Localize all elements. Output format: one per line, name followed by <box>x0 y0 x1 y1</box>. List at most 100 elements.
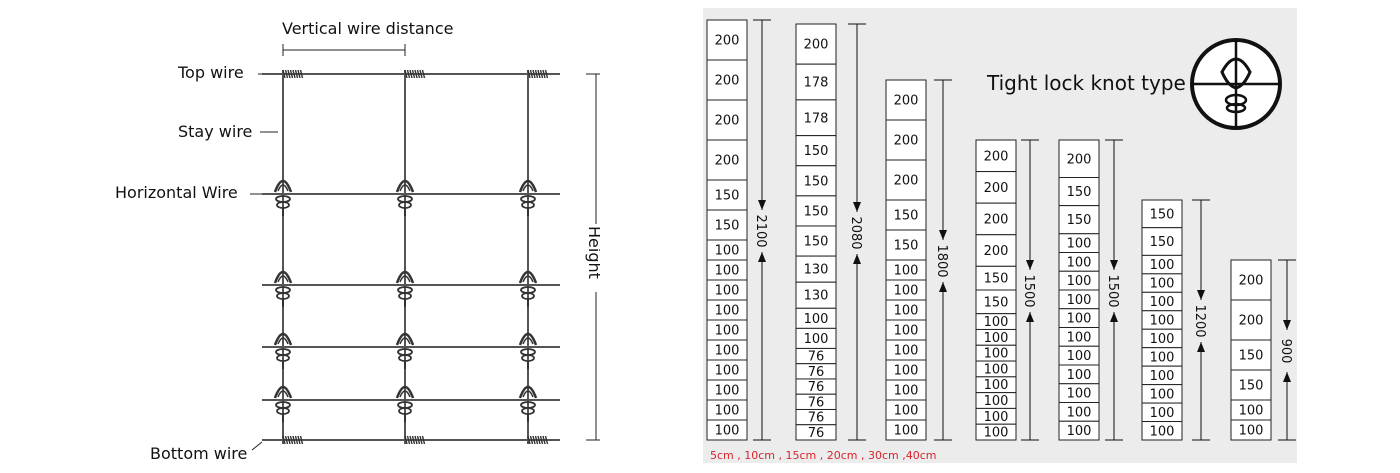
spacing-value: 100 <box>1150 369 1175 384</box>
wire-wrap <box>282 69 304 79</box>
spacing-cell <box>795 63 837 101</box>
spacing-value: 200 <box>715 114 740 129</box>
spacing-value: 100 <box>715 244 740 259</box>
spacing-value: 200 <box>894 94 919 109</box>
spacing-cell <box>706 419 748 441</box>
dimension-arrow-up <box>1283 372 1291 382</box>
dimension-arrow-down <box>853 202 861 212</box>
spacing-value: 150 <box>804 174 829 189</box>
dimension-arrow-up <box>939 282 947 292</box>
spacing-value: 150 <box>1067 213 1092 228</box>
spacing-value: 76 <box>808 426 825 441</box>
spacing-value: 150 <box>984 295 1009 310</box>
spacing-value: 200 <box>1239 274 1264 289</box>
spacing-value: 100 <box>1067 274 1092 289</box>
spacing-cell <box>795 99 837 137</box>
spacing-value: 150 <box>1150 235 1175 250</box>
spacing-value: 100 <box>1150 424 1175 439</box>
spacing-value: 100 <box>1239 424 1264 439</box>
spacing-value: 100 <box>894 344 919 359</box>
spacing-value: 150 <box>984 272 1009 287</box>
spacing-value: 200 <box>1067 152 1092 167</box>
spacing-value: 100 <box>1067 405 1092 420</box>
spacing-cell <box>1230 419 1272 441</box>
spacing-cell <box>795 225 837 257</box>
spacing-value: 100 <box>984 331 1009 346</box>
spacing-value: 178 <box>804 111 829 126</box>
spacing-cell <box>885 79 927 121</box>
dimension-arrow-up <box>758 252 766 262</box>
spacing-value: 150 <box>1067 185 1092 200</box>
spacing-cell <box>795 23 837 65</box>
spacing-value: 100 <box>894 404 919 419</box>
spacing-value: 100 <box>1067 387 1092 402</box>
spacing-value: 100 <box>894 324 919 339</box>
spacing-value: 100 <box>894 364 919 379</box>
horizontal-wire-label: Horizontal Wire <box>115 183 238 202</box>
spacing-value: 100 <box>984 362 1009 377</box>
vertical-distance-bracket <box>282 44 406 56</box>
spacing-cell <box>885 119 927 161</box>
tight-lock-knot <box>518 270 538 307</box>
total-height-label: 1500 <box>1021 274 1036 307</box>
spacing-value: 150 <box>804 235 829 250</box>
spacing-cell <box>885 419 927 441</box>
spacing-cell <box>1141 199 1183 229</box>
spacing-cell <box>1230 299 1272 341</box>
dimension-arrow-down <box>758 200 766 210</box>
dimension-arrow-down <box>1110 260 1118 270</box>
spacing-cell <box>975 139 1017 173</box>
spacing-cell <box>795 255 837 283</box>
spacing-cell <box>795 281 837 309</box>
spacing-cell <box>885 229 927 261</box>
spacing-value: 150 <box>1239 379 1264 394</box>
spacing-value: 100 <box>984 315 1009 330</box>
total-height-label: 2080 <box>848 216 863 249</box>
spacing-value: 130 <box>804 289 829 304</box>
spacing-value: 200 <box>984 212 1009 227</box>
dimension-arrow-up <box>1026 312 1034 322</box>
spacing-cell <box>706 209 748 241</box>
spacing-value: 200 <box>1239 314 1264 329</box>
spacing-cell <box>975 423 1017 441</box>
spacing-value: 100 <box>1150 295 1175 310</box>
spacing-value: 100 <box>1150 406 1175 421</box>
spacing-value: 100 <box>1239 404 1264 419</box>
spacing-value: 76 <box>808 350 825 365</box>
spacing-cell <box>885 199 927 231</box>
bottom-wire-leader <box>251 441 263 451</box>
tight-lock-knot <box>518 385 538 422</box>
spacing-cell <box>706 139 748 181</box>
spacing-value: 76 <box>808 395 825 410</box>
spacing-cell <box>1230 259 1272 301</box>
spacing-cell <box>1058 420 1100 441</box>
spacing-value: 100 <box>715 364 740 379</box>
spacing-value: 100 <box>1150 387 1175 402</box>
spacing-value: 200 <box>984 181 1009 196</box>
spacing-value: 100 <box>1067 255 1092 270</box>
spacing-value: 130 <box>804 263 829 278</box>
spacing-value: 100 <box>894 384 919 399</box>
spacing-value: 200 <box>804 38 829 53</box>
tight-lock-knot <box>273 332 293 369</box>
spec-column: 2002002002001501501001001001001001001001… <box>975 139 1039 441</box>
spacing-value: 100 <box>984 426 1009 441</box>
dimension-arrow-up <box>1197 342 1205 352</box>
dimension-arrow-down <box>1283 320 1291 330</box>
spacing-footnote: 5cm , 10cm , 15cm , 20cm , 30cm ,40cm <box>710 449 937 462</box>
spacing-value: 100 <box>1067 368 1092 383</box>
total-height-label: 1500 <box>1105 274 1120 307</box>
spacing-cell <box>885 159 927 201</box>
spacing-value: 76 <box>808 411 825 426</box>
spacing-value: 178 <box>804 76 829 91</box>
dimension-arrow-down <box>1026 260 1034 270</box>
wire-wrap <box>527 69 549 79</box>
tight-lock-knot <box>395 270 415 307</box>
spacing-value: 100 <box>984 410 1009 425</box>
spacing-value: 150 <box>1239 349 1264 364</box>
knot-type-title: Tight lock knot type <box>986 71 1186 95</box>
spacing-value: 100 <box>894 424 919 439</box>
spacing-value: 150 <box>1150 207 1175 222</box>
bottom-wire-label: Bottom wire <box>150 444 247 463</box>
height-label: Height <box>585 226 600 279</box>
